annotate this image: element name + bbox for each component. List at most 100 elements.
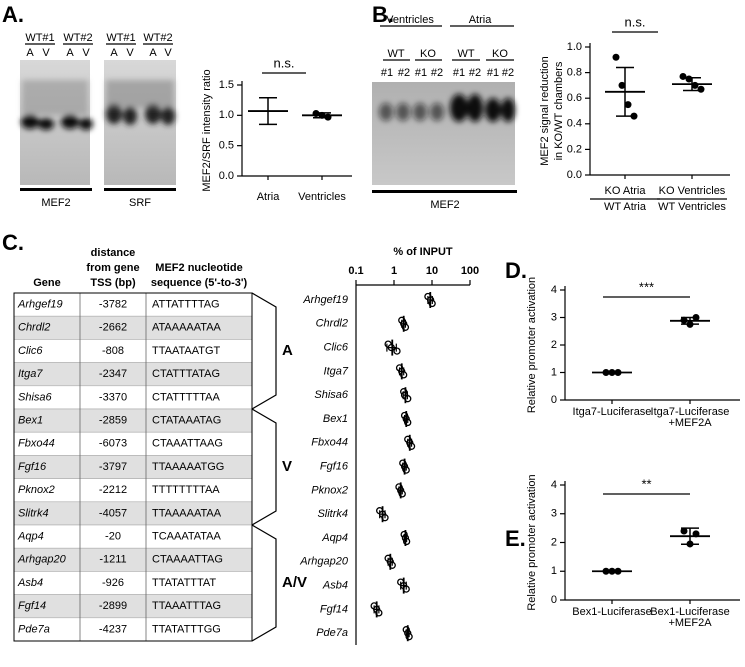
gel-caption: MEF2	[41, 197, 70, 209]
x-tick-label: Bex1-Luciferase	[650, 606, 730, 618]
sequence-cell: TCAAATATAA	[152, 531, 222, 543]
gene-cell: Fgf14	[18, 600, 46, 612]
genotype-label: WT	[457, 48, 474, 60]
replicate-label: #1	[453, 67, 465, 79]
genotype-label: WT	[387, 48, 404, 60]
genotype-label: KO	[420, 48, 436, 60]
lane-label: A	[149, 47, 157, 59]
y-tick-label: Clic6	[324, 342, 349, 354]
significance-label: ***	[639, 279, 654, 294]
chamber-label: Atria	[469, 14, 493, 26]
x-tick-label: Itga7-Luciferase	[573, 406, 652, 418]
caption-bar	[372, 190, 517, 193]
y-tick-label: Arhgef19	[302, 294, 348, 306]
group-label: A/V	[282, 574, 307, 591]
sample-label: WT#2	[143, 32, 172, 44]
y-tick-label: 1	[551, 366, 557, 378]
sequence-cell: ATAAAAATAA	[152, 322, 222, 334]
sequence-cell: CTATTTATAG	[152, 368, 220, 380]
distance-cell: -3797	[99, 461, 127, 473]
gene-cell: Arhgap20	[17, 554, 67, 566]
panel-label: B.	[372, 2, 394, 27]
panel-label: E.	[505, 526, 526, 551]
distance-cell: -2899	[99, 600, 127, 612]
distance-cell: -926	[102, 577, 124, 589]
y-tick-label: 0.5	[219, 140, 234, 152]
x-tick-label: +MEF2A	[668, 617, 712, 629]
sequence-cell: TTTTTTTTAA	[152, 484, 220, 496]
x-tick-label: Atria	[257, 191, 281, 203]
lane-label: V	[126, 47, 134, 59]
distance-cell: -2347	[99, 368, 127, 380]
gene-cell: Fgf16	[18, 461, 47, 473]
lane-label: A	[110, 47, 118, 59]
data-point	[680, 527, 688, 535]
y-tick-label: 3	[551, 311, 557, 323]
data-point	[679, 72, 687, 80]
x-tick-label: 10	[426, 265, 438, 277]
replicate-label: #1	[415, 67, 427, 79]
sequence-cell: TTAATAATGT	[152, 345, 221, 357]
y-axis-label: in KO/WT chambers	[553, 61, 565, 160]
y-tick-label: 0.2	[567, 143, 582, 155]
genotype-label: KO	[492, 48, 508, 60]
y-tick-label: 2	[551, 339, 557, 351]
column-header: TSS (bp)	[90, 277, 136, 289]
y-tick-label: Pknox2	[311, 484, 348, 496]
replicate-label: #2	[431, 67, 443, 79]
data-point	[618, 81, 626, 89]
replicate-label: #1	[487, 67, 499, 79]
column-header: Gene	[33, 277, 61, 289]
y-tick-label: Fbxo44	[311, 437, 348, 449]
y-tick-label: Fgf16	[320, 461, 349, 473]
y-axis-label: MEF2/SRF intensity ratio	[201, 69, 213, 191]
distance-cell: -4237	[99, 623, 127, 635]
lane-label: V	[42, 47, 50, 59]
table-row	[13, 571, 253, 595]
significance-label: n.s.	[625, 14, 646, 29]
distance-cell: -2859	[99, 415, 127, 427]
data-point	[612, 53, 620, 61]
sequence-cell: TTATATTTGG	[152, 623, 221, 635]
group-label: A	[282, 342, 293, 359]
y-tick-label: Fgf14	[320, 603, 348, 615]
y-tick-label: 0	[551, 594, 557, 606]
sample-label: WT#1	[25, 32, 54, 44]
y-tick-label: 0.8	[567, 67, 582, 79]
gene-cell: Arhgef19	[17, 299, 63, 311]
column-header: distance	[91, 247, 136, 259]
sequence-cell: ATTATTTTAG	[152, 299, 220, 311]
gene-cell: Clic6	[18, 345, 43, 357]
group-bracket	[251, 292, 277, 410]
y-tick-label: 1.0	[219, 109, 234, 121]
y-tick-label: Asb4	[322, 580, 348, 592]
distance-cell: -3782	[99, 299, 127, 311]
y-tick-label: Pde7a	[316, 627, 348, 639]
distance-cell: -2212	[99, 484, 127, 496]
data-point	[697, 85, 705, 93]
y-tick-label: 1.5	[219, 79, 234, 91]
sample-label: WT#2	[63, 32, 92, 44]
gene-cell: Chrdl2	[18, 322, 50, 334]
lane-label: V	[82, 47, 90, 59]
distance-cell: -1211	[99, 554, 126, 566]
data-point	[624, 101, 632, 109]
lane-label: V	[164, 47, 172, 59]
x-tick-label: Itga7-Luciferase	[651, 406, 730, 418]
y-tick-label: 0.0	[567, 169, 582, 181]
x-tick-label: 0.1	[348, 265, 363, 277]
significance-label: **	[641, 476, 651, 491]
x-tick-label: 1	[391, 265, 397, 277]
distance-cell: -2662	[99, 322, 127, 334]
x-tick-label: Ventricles	[298, 191, 346, 203]
sequence-cell: CTATAAATAG	[152, 415, 221, 427]
gene-cell: Fbxo44	[18, 438, 55, 450]
data-point	[393, 347, 401, 355]
gene-cell: Pde7a	[18, 623, 50, 635]
gene-cell: Bex1	[18, 415, 43, 427]
sequence-cell: TTATATTTAT	[152, 577, 216, 589]
y-tick-label: Slitrk4	[317, 508, 348, 520]
y-tick-label: Chrdl2	[316, 318, 348, 330]
caption-bar	[20, 188, 92, 191]
